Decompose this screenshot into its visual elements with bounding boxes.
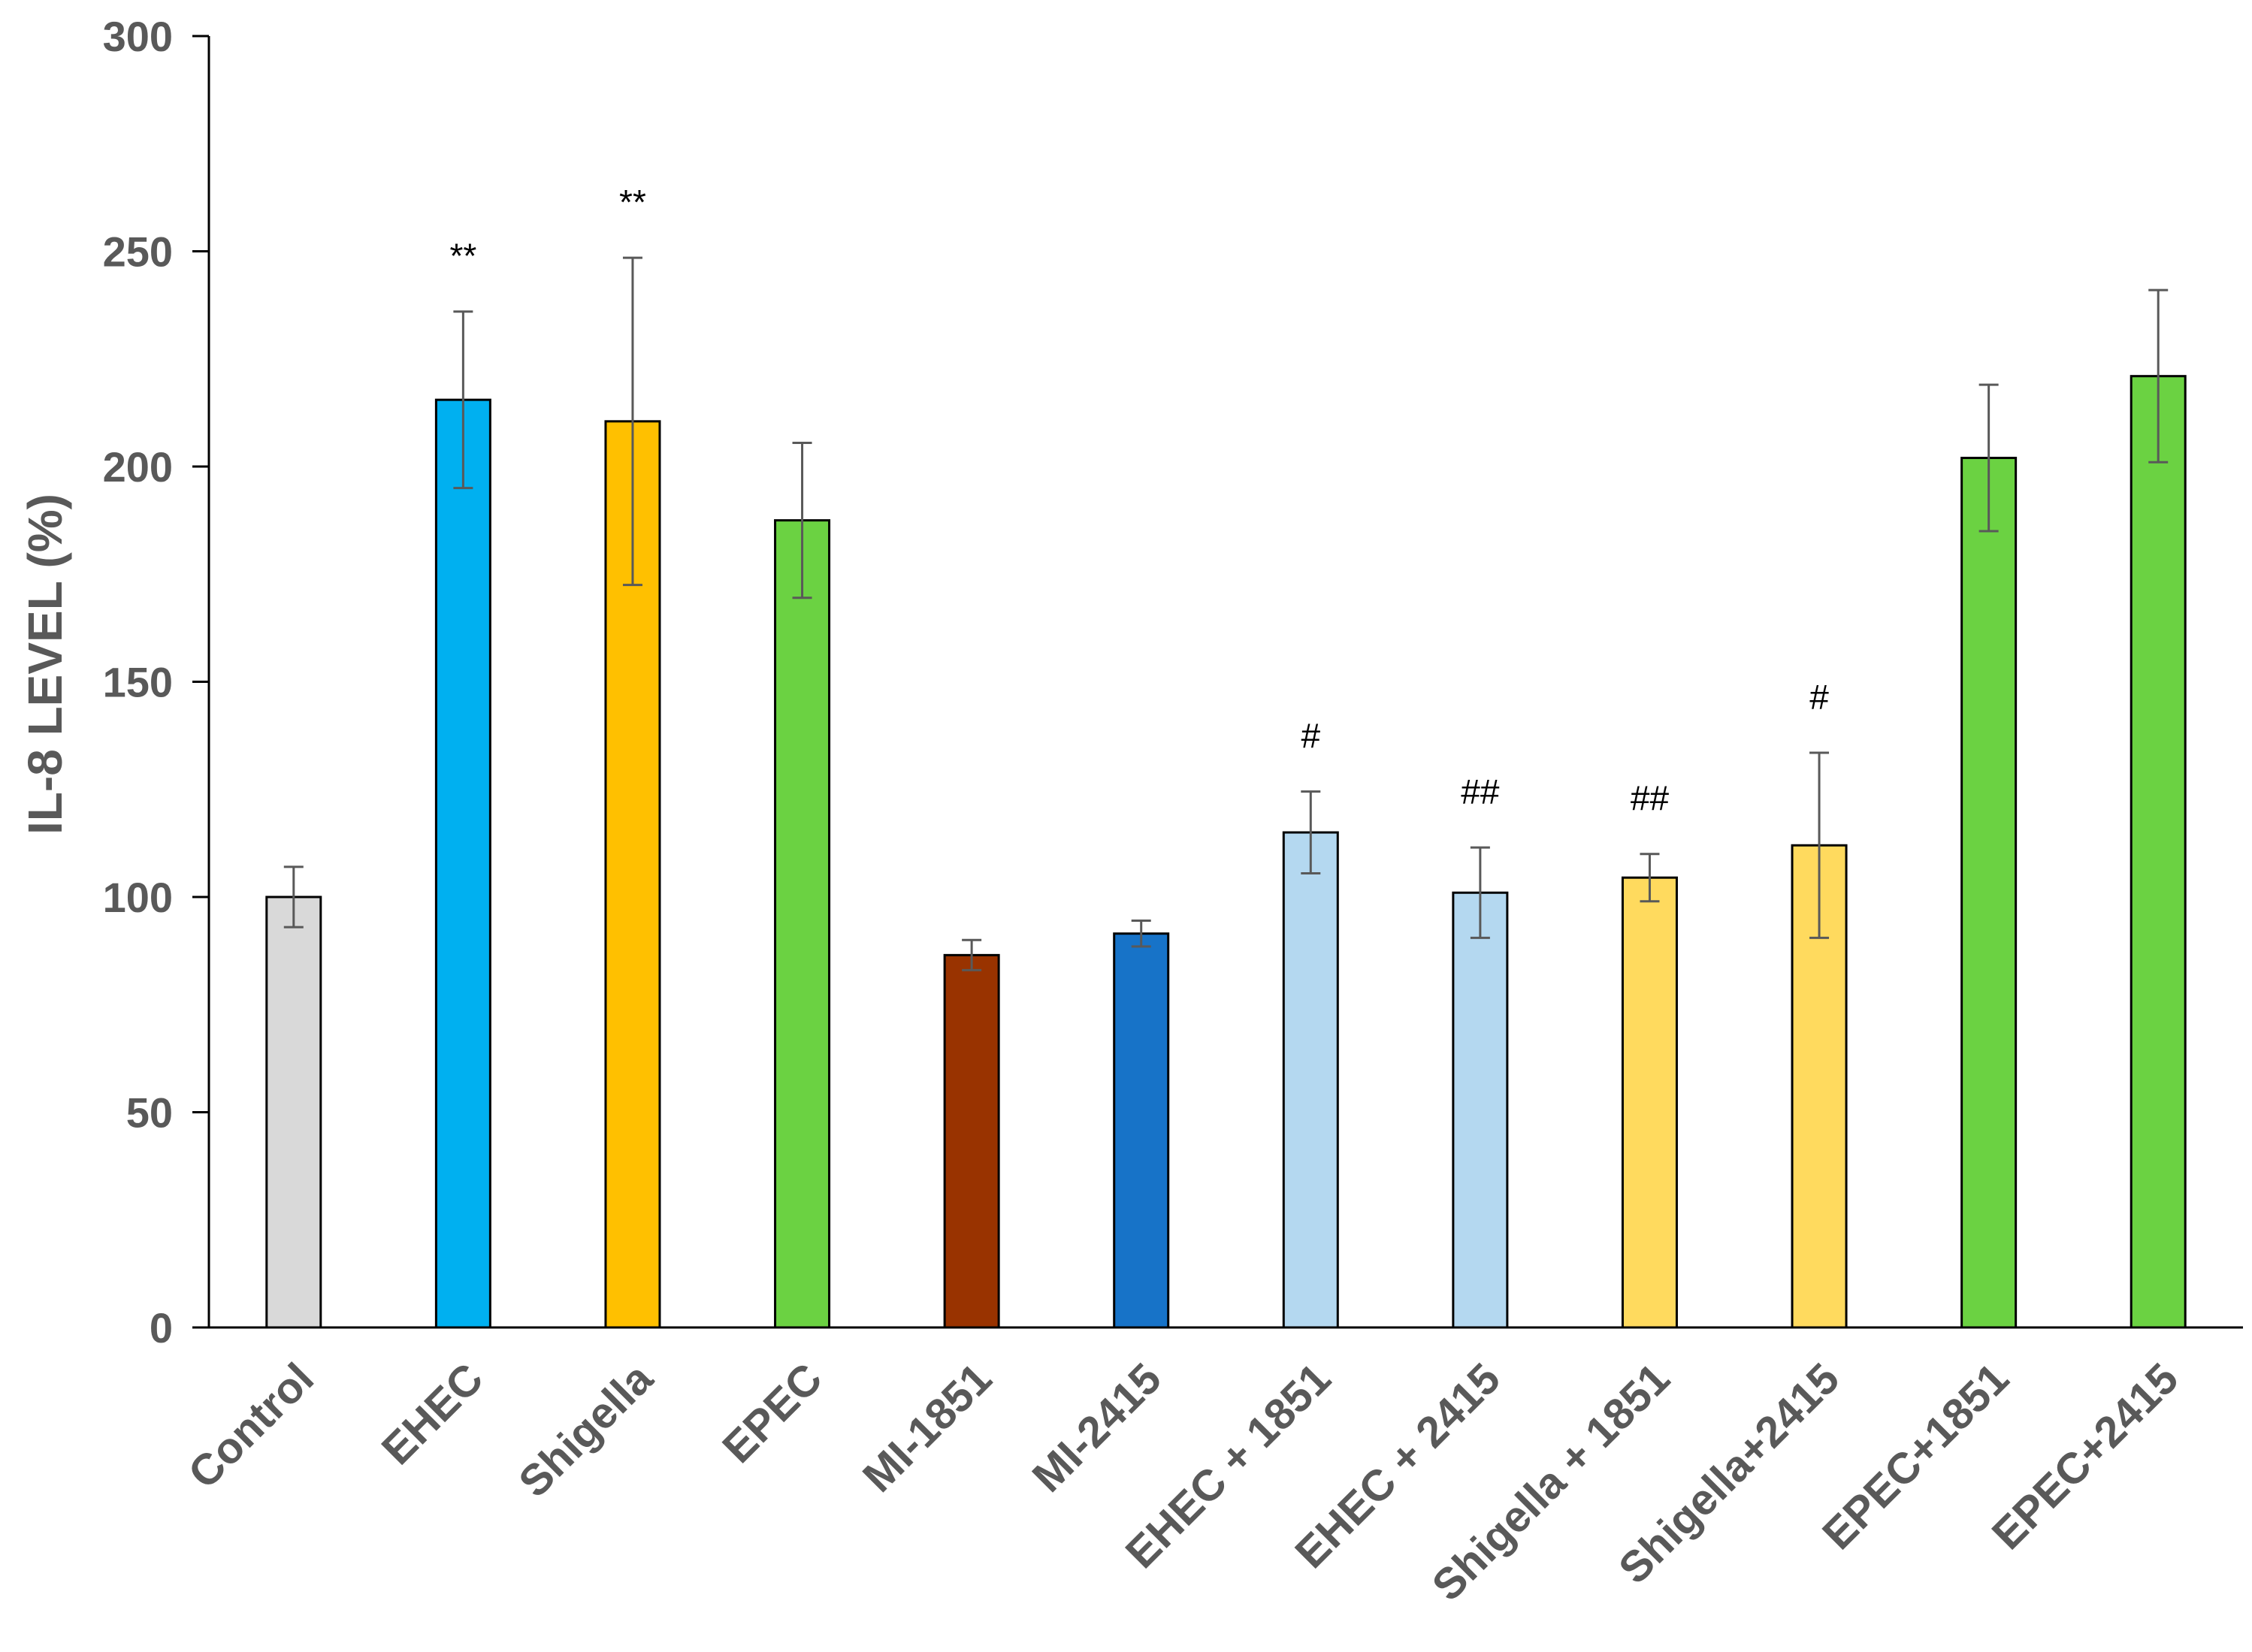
y-tick-label: 100: [103, 874, 173, 921]
y-tick-label: 300: [103, 13, 173, 60]
error-bar: [1978, 383, 1999, 533]
x-tick-label: Shigella: [509, 1354, 663, 1507]
error-bar: [1640, 853, 1660, 903]
bar: [1452, 891, 1509, 1329]
error-bar: [1131, 920, 1151, 948]
error-bar: [1470, 846, 1490, 939]
y-axis-title: IL-8 LEVEL (%): [18, 494, 72, 835]
significance-annotation: #: [1809, 678, 1829, 717]
bar: [2130, 375, 2187, 1329]
error-bar: [1809, 751, 1830, 939]
bar: [265, 895, 322, 1329]
y-tick-label: 0: [150, 1304, 173, 1351]
error-bar: [962, 938, 982, 971]
x-tick-label: MI-2415: [1023, 1354, 1170, 1501]
error-bar: [622, 256, 642, 587]
error-bar: [2148, 288, 2169, 464]
bar: [434, 398, 491, 1329]
bar: [774, 519, 831, 1329]
x-tick-label: MI-1851: [854, 1354, 1001, 1501]
y-axis: 0 50 100 150 200 250 300: [103, 13, 210, 1351]
bar: [1113, 932, 1170, 1329]
bars: ****### ###: [265, 183, 2187, 1329]
bar: [1960, 457, 2018, 1329]
y-tick-label: 250: [103, 228, 173, 276]
error-bar: [1301, 790, 1321, 874]
y-tick-label: 50: [126, 1089, 173, 1137]
error-bar: [792, 441, 812, 599]
bar: [943, 953, 1000, 1329]
significance-annotation: **: [619, 183, 646, 222]
significance-annotation: ##: [1631, 779, 1670, 818]
x-tick-label: Control: [179, 1354, 323, 1498]
significance-annotation: ##: [1461, 772, 1500, 811]
error-bar: [283, 865, 304, 929]
bar: [1282, 831, 1339, 1329]
error-bar: [453, 310, 473, 490]
x-axis: Control EHEC Shigella EPEC MI-1851 MI-2415EHE…: [179, 1326, 2243, 1610]
x-tick-label: EPEC: [713, 1354, 832, 1472]
y-tick-label: 200: [103, 443, 173, 491]
significance-annotation: #: [1301, 717, 1320, 756]
x-tick-label: EHEC: [373, 1354, 493, 1474]
significance-annotation: **: [449, 237, 476, 276]
y-tick-label: 150: [103, 659, 173, 706]
bar: [1621, 876, 1678, 1329]
